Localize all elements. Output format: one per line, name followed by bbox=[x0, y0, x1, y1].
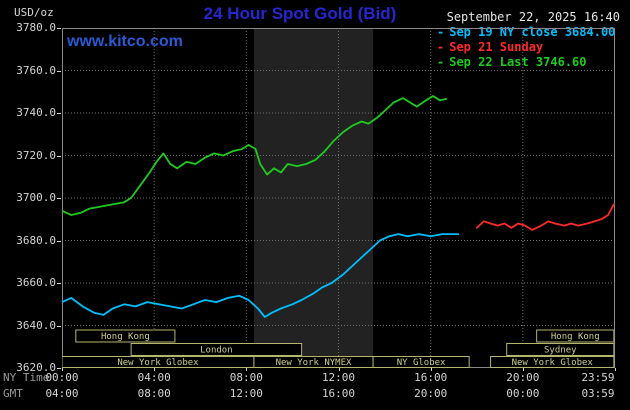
y-axis-tick-label: 3700.0 bbox=[16, 191, 56, 204]
y-axis-tick-mark bbox=[57, 368, 61, 369]
session-label: Hong Kong bbox=[551, 332, 600, 342]
session-box bbox=[536, 329, 615, 343]
x-axis-tick-label: 16:00 bbox=[321, 387, 356, 400]
x-axis-tick-mark bbox=[430, 368, 432, 371]
x-axis-tick-label: 20:00 bbox=[414, 387, 448, 400]
y-axis-tick-mark bbox=[57, 155, 61, 157]
chart-datetime: September 22, 2025 16:40 bbox=[446, 10, 620, 24]
y-axis-tick-label: 3720.0 bbox=[16, 148, 56, 162]
x-axis-tick-label: 08:00 bbox=[137, 387, 171, 400]
session-box bbox=[130, 343, 303, 356]
y-axis-tick-label: 3640.0 bbox=[16, 318, 56, 332]
legend-label: Sep 21 Sunday bbox=[449, 40, 544, 54]
session-label: New York Globex bbox=[117, 358, 199, 368]
y-axis-tick-mark bbox=[57, 198, 61, 199]
x-axis-tick-label: 16:00 bbox=[414, 371, 448, 384]
session-label: Hong Kong bbox=[101, 332, 150, 342]
x-axis-tick-label: 04:00 bbox=[137, 371, 171, 384]
x-axis-tick-mark bbox=[246, 368, 248, 371]
y-axis-tick-mark bbox=[57, 28, 61, 29]
x-axis-tick-mark bbox=[522, 368, 524, 371]
y-axis-tick-label: 3780.0 bbox=[16, 21, 56, 34]
plot-svg: Hong Kong Hong Kong London Sydney New York G… bbox=[62, 28, 615, 368]
legend-item-1: - Sep 21 Sunday bbox=[437, 40, 615, 55]
session-label: London bbox=[200, 346, 233, 356]
x-axis-tick-label: 03:59 bbox=[581, 387, 615, 400]
legend-marker: - bbox=[437, 55, 445, 69]
x-axis-tick-label: 20:00 bbox=[506, 371, 540, 384]
y-axis-tick-label: 3680.0 bbox=[16, 233, 56, 247]
x-axis-tick-label: 00:00 bbox=[506, 387, 540, 400]
nymex-session-band bbox=[253, 28, 374, 368]
y-axis-tick-mark bbox=[57, 240, 61, 242]
x-axis-caption-gmt: GMT bbox=[3, 387, 23, 400]
x-axis-tick-label: 12:00 bbox=[229, 387, 263, 400]
price-line-1 bbox=[475, 203, 615, 231]
plot-area: Hong Kong Hong Kong London Sydney New York G… bbox=[62, 28, 615, 368]
y-axis-tick-mark bbox=[57, 325, 61, 327]
x-axis-tick-label: 23:59 bbox=[581, 371, 615, 384]
y-axis-tick-mark bbox=[57, 70, 61, 72]
legend-marker: - bbox=[437, 25, 445, 39]
y-axis-tick-label: 3660.0 bbox=[16, 276, 56, 289]
chart-legend: - Sep 19 NY close 3684.00- Sep 21 Sunday - S… bbox=[437, 25, 616, 70]
session-label: New York NYMEX bbox=[276, 358, 352, 368]
legend-label: Sep 22 Last 3746.60 bbox=[449, 55, 587, 69]
session-box bbox=[372, 356, 470, 368]
session-label: NY Globex bbox=[397, 358, 446, 368]
y-axis-tick-label: 3620.0 bbox=[16, 361, 56, 374]
legend-marker: - bbox=[437, 40, 445, 54]
y-axis-units-label: USD/oz bbox=[14, 6, 54, 19]
price-line-0 bbox=[62, 233, 460, 318]
y-axis-tick-mark bbox=[57, 283, 61, 284]
x-axis-tick-mark bbox=[154, 368, 156, 371]
x-axis-tick-mark bbox=[338, 368, 340, 371]
y-axis-tick-mark bbox=[57, 113, 61, 114]
y-axis-tick-label: 3760.0 bbox=[16, 63, 56, 77]
x-axis-tick-label: 12:00 bbox=[321, 371, 356, 384]
legend-item-2: - Sep 22 Last 3746.60 bbox=[437, 55, 615, 70]
chart-title: 24 Hour Spot Gold (Bid) bbox=[203, 4, 397, 23]
session-label: Sydney bbox=[544, 346, 577, 356]
x-axis-tick-label: 04:00 bbox=[45, 387, 79, 400]
x-axis-tick-label: 00:00 bbox=[45, 371, 79, 384]
session-box bbox=[506, 343, 615, 356]
session-box bbox=[490, 356, 615, 368]
x-axis-tick-mark bbox=[614, 368, 616, 371]
y-axis-tick-label: 3740.0 bbox=[16, 106, 56, 119]
x-axis-tick-label: 08:00 bbox=[229, 371, 263, 384]
session-label: New York Globex bbox=[512, 358, 594, 368]
session-box bbox=[75, 329, 176, 343]
price-line-2 bbox=[62, 95, 448, 216]
x-axis-caption-ny-time: NY Time bbox=[3, 371, 50, 384]
x-axis-tick-mark bbox=[62, 368, 63, 371]
